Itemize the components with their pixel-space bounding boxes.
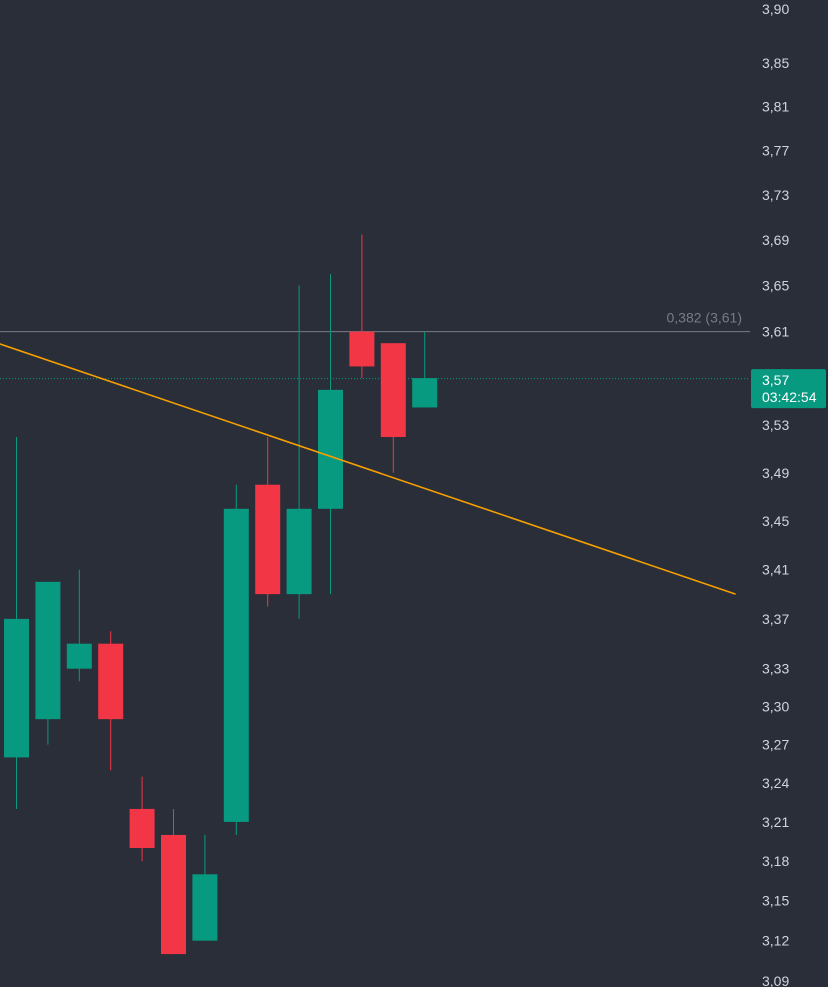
y-tick-label: 3,69: [762, 232, 789, 248]
candle-body: [318, 389, 343, 509]
candle: [255, 437, 281, 607]
y-tick-label: 3,15: [762, 893, 789, 909]
fib-level-label: 0,382 (3,61): [667, 310, 743, 326]
candle-body: [35, 581, 61, 720]
y-tick-label: 3,30: [762, 698, 789, 714]
candle-body: [412, 378, 438, 408]
candle-body: [255, 484, 281, 595]
candle-body: [349, 331, 375, 367]
candle: [35, 581, 61, 745]
candle: [4, 437, 29, 809]
y-tick-label: 3,65: [762, 278, 789, 294]
y-tick-label: 3,73: [762, 187, 789, 203]
y-tick-label: 3,45: [762, 513, 789, 529]
price-badge-box: [751, 369, 826, 409]
y-tick-label: 3,85: [762, 55, 789, 71]
y-tick-label: 3,37: [762, 611, 789, 627]
y-tick-label: 3,49: [762, 465, 789, 481]
candle-body: [66, 643, 92, 669]
candle-body: [286, 508, 312, 595]
fib-level-group: 0,382 (3,61): [0, 310, 750, 333]
candle: [223, 484, 249, 835]
y-tick-label: 3,18: [762, 853, 789, 869]
candle: [318, 274, 343, 595]
candle-body: [380, 343, 406, 438]
candle: [161, 808, 186, 955]
candle: [192, 834, 218, 941]
candle-body: [129, 808, 155, 849]
y-tick-label: 3,77: [762, 143, 789, 159]
y-tick-label: 3,21: [762, 814, 789, 830]
candle: [380, 343, 406, 473]
candle-body: [192, 874, 218, 941]
y-tick-label: 3,81: [762, 98, 789, 114]
y-tick-label: 3,41: [762, 562, 789, 578]
candle: [286, 285, 312, 619]
candle-body: [4, 618, 29, 758]
candle: [412, 331, 438, 408]
candle: [66, 569, 92, 682]
y-tick-label: 3,27: [762, 737, 789, 753]
y-tick-label: 3,90: [762, 1, 789, 17]
trendline: [0, 343, 736, 595]
y-tick-label: 3,12: [762, 933, 789, 949]
y-tick-label: 3,33: [762, 661, 789, 677]
candles-group: [4, 234, 438, 955]
candle-body: [98, 643, 124, 720]
price-badge-countdown: 03:42:54: [762, 389, 817, 405]
candle: [98, 631, 124, 771]
candle-body: [223, 508, 249, 822]
price-badge-value: 3,57: [762, 372, 789, 388]
y-tick-label: 3,24: [762, 775, 789, 791]
y-tick-label: 3,53: [762, 417, 789, 433]
y-tick-label: 3,61: [762, 324, 789, 340]
candle: [129, 776, 155, 862]
trendline-group: [0, 343, 736, 595]
candle: [349, 234, 375, 379]
candle-body: [161, 834, 186, 955]
y-tick-label: 3,09: [762, 973, 789, 987]
